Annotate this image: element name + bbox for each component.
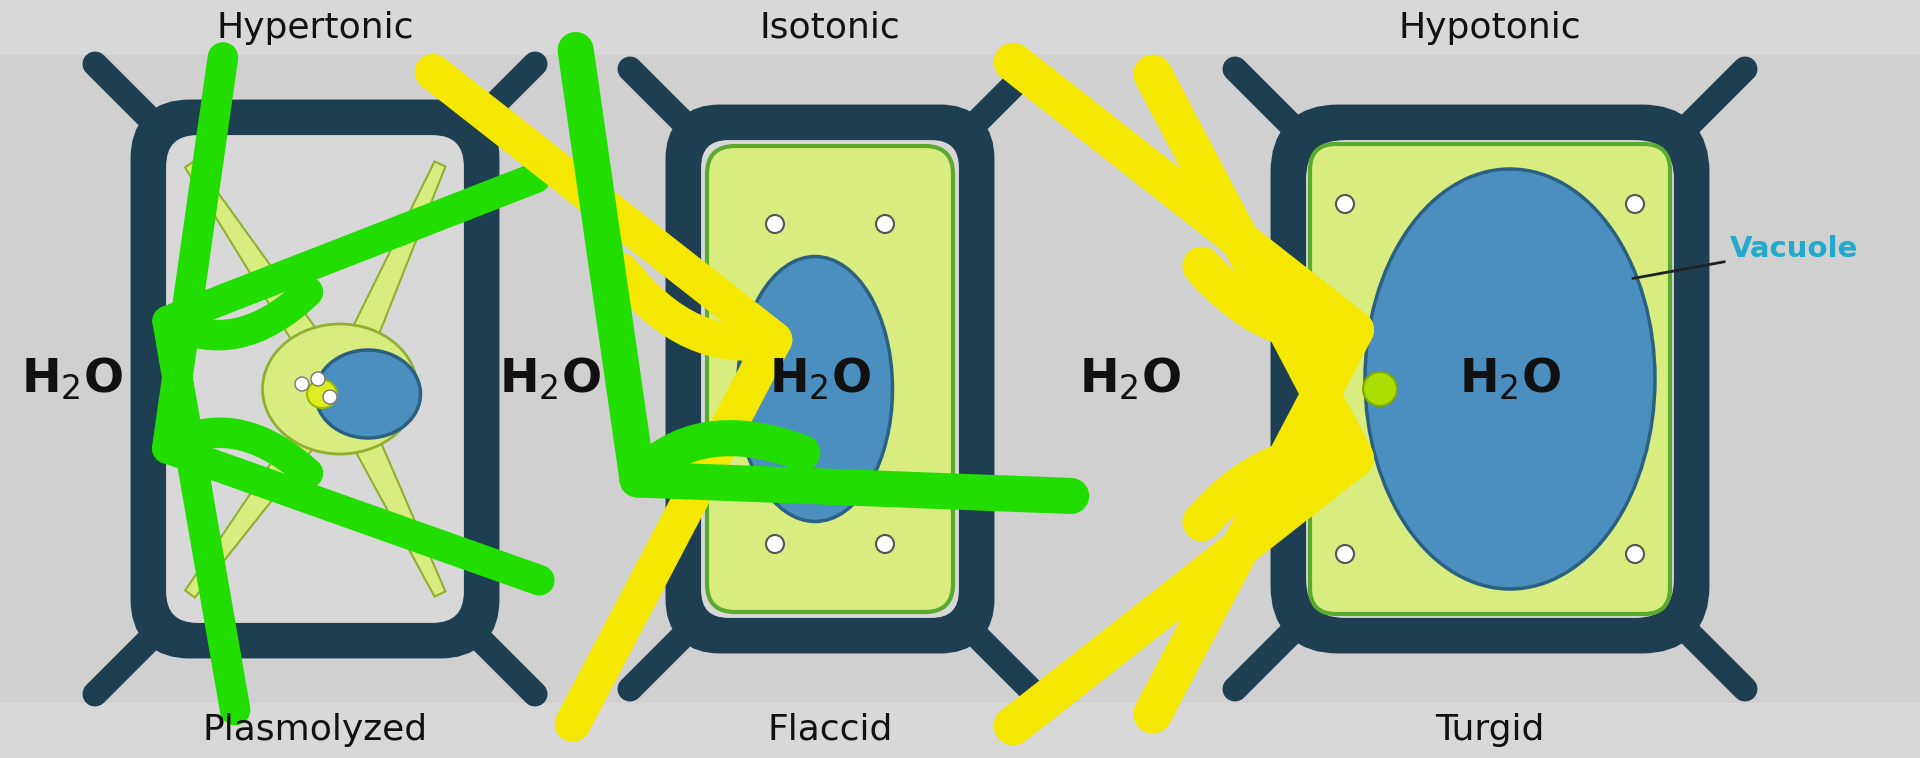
Polygon shape [349,428,445,597]
Circle shape [1336,195,1354,213]
Text: Turgid: Turgid [1436,713,1546,747]
Ellipse shape [1365,169,1655,589]
Text: H$_2$O: H$_2$O [1459,356,1561,402]
FancyBboxPatch shape [163,133,467,625]
Ellipse shape [315,350,420,438]
FancyBboxPatch shape [1309,144,1670,614]
Text: H$_2$O: H$_2$O [21,356,123,402]
Text: Flaccid: Flaccid [768,713,893,747]
Circle shape [766,535,783,553]
Ellipse shape [263,324,417,454]
Polygon shape [184,421,323,597]
Text: H$_2$O: H$_2$O [1079,356,1181,402]
FancyBboxPatch shape [1290,124,1690,634]
Circle shape [1626,195,1644,213]
Text: Plasmolyzed: Plasmolyzed [202,713,428,747]
Text: H$_2$O: H$_2$O [770,356,872,402]
FancyBboxPatch shape [707,146,952,612]
Polygon shape [348,161,445,349]
FancyBboxPatch shape [699,138,962,620]
Polygon shape [184,161,324,356]
Circle shape [876,535,895,553]
Text: Isotonic: Isotonic [760,11,900,45]
FancyBboxPatch shape [1304,138,1676,620]
FancyBboxPatch shape [685,124,975,634]
Circle shape [876,215,895,233]
Ellipse shape [737,256,893,522]
Circle shape [323,390,338,404]
Text: Hypotonic: Hypotonic [1398,11,1582,45]
Circle shape [1336,545,1354,563]
Circle shape [766,215,783,233]
Circle shape [1626,545,1644,563]
FancyBboxPatch shape [150,119,480,639]
Circle shape [311,372,324,386]
Circle shape [756,427,780,451]
Circle shape [296,377,309,391]
Text: Hypertonic: Hypertonic [217,11,413,45]
FancyBboxPatch shape [0,55,1920,703]
Ellipse shape [307,380,338,408]
Circle shape [1363,372,1398,406]
Text: Vacuole: Vacuole [1632,235,1859,278]
Text: H$_2$O: H$_2$O [499,356,601,402]
